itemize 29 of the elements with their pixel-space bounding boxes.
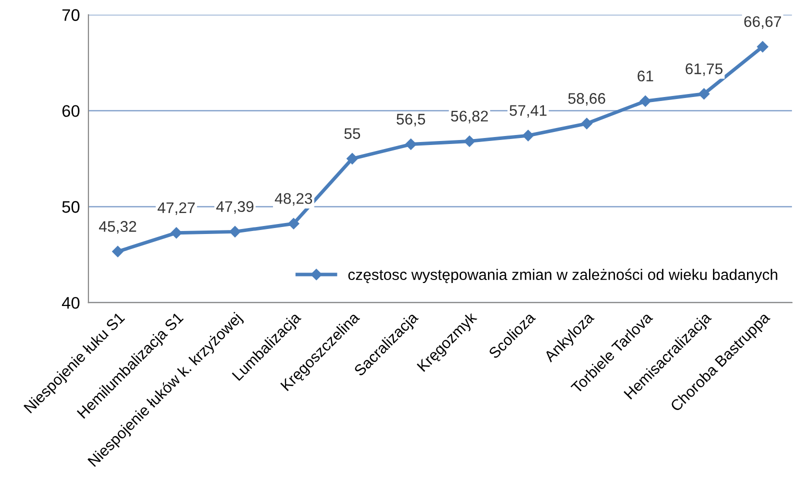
point — [288, 218, 300, 230]
point — [170, 227, 182, 238]
point — [581, 118, 592, 130]
legend-label: częstosc występowania zmian w zależności od wieku badanych — [348, 268, 778, 284]
data-label: 48,23 — [274, 193, 312, 206]
point — [112, 246, 124, 258]
point — [698, 88, 710, 100]
y-tick-label: 40 — [62, 296, 80, 309]
y-tick-label: 70 — [62, 9, 80, 21]
data-label: 56,82 — [451, 110, 488, 124]
data-label: 61 — [638, 70, 654, 82]
data-label: 66,67 — [744, 16, 781, 29]
y-tick-label: 60 — [62, 105, 80, 117]
data-label: 61,75 — [686, 63, 722, 76]
point — [464, 136, 476, 147]
data-label: 45,32 — [98, 221, 136, 234]
point — [640, 96, 651, 107]
point — [757, 41, 768, 52]
y-tick-label: 50 — [62, 201, 80, 213]
data-label: 47,39 — [216, 201, 254, 214]
data-label: 58,66 — [568, 93, 606, 106]
point — [522, 130, 534, 142]
point — [405, 138, 416, 150]
data-label: 57,41 — [510, 105, 546, 118]
point — [229, 226, 241, 238]
point — [346, 153, 358, 164]
data-label: 55 — [344, 128, 360, 139]
data-label: 47,27 — [158, 202, 195, 215]
data-label: 56,5 — [396, 114, 426, 126]
